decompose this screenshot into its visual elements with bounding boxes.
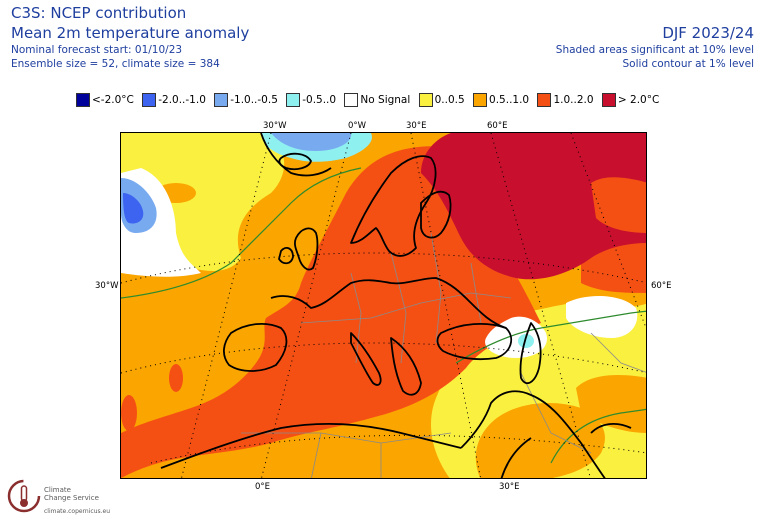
legend-swatch: [286, 93, 301, 107]
legend-swatch: [142, 93, 157, 107]
legend-item: <-2.0°C: [76, 93, 134, 107]
map-canvas: [121, 133, 646, 478]
legend-item: > 2.0°C: [601, 93, 660, 107]
region-colder-atlantic: [123, 193, 144, 224]
legend-label: No Signal: [360, 94, 411, 106]
legend-item: 1.0..2.0: [537, 93, 594, 107]
region-strong-warm-west-spot: [121, 395, 137, 431]
significance-contour: [121, 167, 362, 299]
legend-label: -0.5..0: [302, 94, 337, 106]
tick-bottom: 30°E: [499, 482, 520, 492]
chart-title: C3S: NCEP contribution: [11, 4, 187, 22]
legend-item: -1.0..-0.5: [214, 93, 278, 107]
legend-swatch: [418, 93, 433, 107]
legend-swatch: [473, 93, 488, 107]
logo-line1: Climate: [44, 486, 71, 494]
tick-top: 0°W: [348, 121, 367, 131]
color-legend: <-2.0°C -2.0..-1.0 -1.0..-0.5 -0.5..0 No…: [76, 93, 664, 109]
region-moderate-warm-iran: [576, 375, 646, 433]
region-strong-warm-east: [581, 228, 646, 293]
region-very-warm-russia: [421, 133, 646, 280]
legend-swatch: [601, 93, 616, 107]
legend-label: 1.0..2.0: [553, 94, 594, 106]
legend-label: 0..0.5: [434, 94, 465, 106]
chart-subtitle: Mean 2m temperature anomaly: [11, 24, 250, 42]
anomaly-map: [120, 132, 647, 479]
logo-url: climate.copernicus.eu: [44, 508, 111, 515]
legend-label: 0.5..1.0: [489, 94, 530, 106]
legend-item: -2.0..-1.0: [142, 93, 206, 107]
legend-label: -2.0..-1.0: [158, 94, 206, 106]
climate-service-emblem-icon: [7, 479, 41, 513]
coastlines: [160, 133, 632, 478]
legend-swatch: [76, 93, 90, 107]
contour-significance-note: Solid contour at 1% level: [622, 58, 754, 70]
legend-swatch: [537, 93, 552, 107]
legend-label: <-2.0°C: [92, 94, 134, 106]
ensemble-size-text: Ensemble size = 52, climate size = 384: [11, 58, 220, 70]
region-strong-warm-europe: [121, 146, 541, 478]
tick-top: 30°W: [263, 121, 287, 131]
legend-label: > 2.0°C: [617, 94, 660, 106]
legend-swatch: [214, 93, 229, 107]
graticule: [121, 133, 646, 478]
logo-line2: Change Service: [44, 494, 99, 502]
tick-left: 30°W: [95, 281, 119, 291]
tick-top: 60°E: [487, 121, 508, 131]
significance-contour: [550, 408, 646, 464]
season-label: DJF 2023/24: [662, 24, 754, 42]
region-strong-warm-atlantic-spot: [169, 364, 183, 392]
tick-bottom: 0°E: [255, 482, 271, 492]
shaded-significance-note: Shaded areas significant at 10% level: [555, 44, 754, 56]
legend-item: -0.5..0: [286, 93, 336, 107]
region-no-signal-central-asia: [566, 296, 638, 338]
region-slight-cool-caspian: [518, 334, 534, 348]
legend-label: -1.0..-0.5: [230, 94, 278, 106]
forecast-start-text: Nominal forecast start: 01/10/23: [11, 44, 183, 56]
region-cool-greenland: [271, 133, 352, 151]
legend-item: 0..0.5: [418, 93, 465, 107]
legend-item: 0.5..1.0: [473, 93, 529, 107]
copernicus-logo: Climate Change Service climate.copernicu…: [6, 476, 126, 520]
tick-right: 60°E: [651, 281, 672, 291]
legend-item: No Signal: [344, 93, 410, 107]
significance-contour: [455, 310, 646, 364]
tick-top: 30°E: [406, 121, 427, 131]
legend-swatch: [344, 93, 359, 107]
region-moderate-warm-arabia: [475, 403, 605, 478]
country-borders: [241, 232, 646, 478]
region-strong-warm-urals: [591, 177, 646, 233]
